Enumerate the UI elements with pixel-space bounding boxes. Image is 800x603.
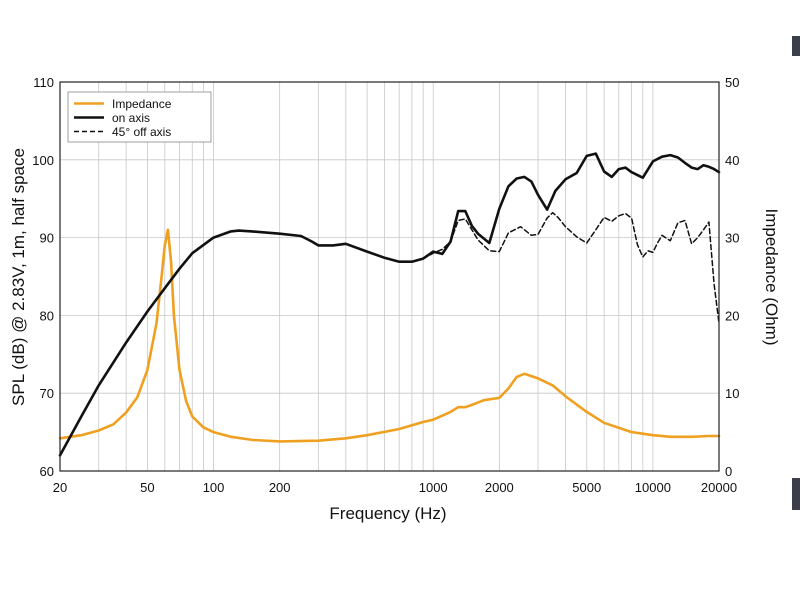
y2-tick-label: 0 [725,464,732,479]
x-tick-label: 5000 [572,480,601,495]
legend-label-impedance: Impedance [112,97,172,111]
window-edge-top [792,36,800,56]
x-tick-label: 100 [203,480,225,495]
window-edge-bottom [792,478,800,510]
grid [59,82,720,471]
legend-label-on-axis: on axis [112,111,150,125]
x-tick-label: 10000 [635,480,671,495]
y-tick-label: 100 [32,153,54,168]
y-axis-label: SPL (dB) @ 2.83V, 1m, half space [9,148,28,406]
y-tick-label: 60 [40,464,54,479]
y-tick-label: 70 [40,386,54,401]
x-tick-label: 1000 [419,480,448,495]
y2-tick-label: 50 [725,75,739,90]
series-layer [58,152,721,457]
legend-label-off-axis: 45° off axis [112,125,171,139]
tick-labels: 20 50 100 200 1000 2000 5000 10000 2000060708090… [32,75,739,495]
y2-axis-label: Impedance (Ohm) [762,209,781,346]
y2-tick-label: 30 [725,231,739,246]
y2-tick-label: 10 [725,386,739,401]
x-axis-label: Frequency (Hz) [329,504,446,523]
plot-frame [59,81,720,472]
impedance-line [58,228,721,443]
y-tick-label: 80 [40,308,54,323]
x-tick-label: 200 [269,480,291,495]
x-tick-label: 20 [53,480,67,495]
y-tick-label: 90 [40,231,54,246]
x-tick-label: 20000 [701,480,737,495]
y2-tick-label: 40 [725,153,739,168]
x-tick-label: 50 [140,480,154,495]
on-axis-line [58,152,721,457]
legend: Impedance on axis 45° off axis [67,91,212,143]
off-axis-line [422,211,720,324]
y2-tick-label: 20 [725,308,739,323]
x-tick-label: 2000 [485,480,514,495]
y-tick-label: 110 [33,75,54,90]
